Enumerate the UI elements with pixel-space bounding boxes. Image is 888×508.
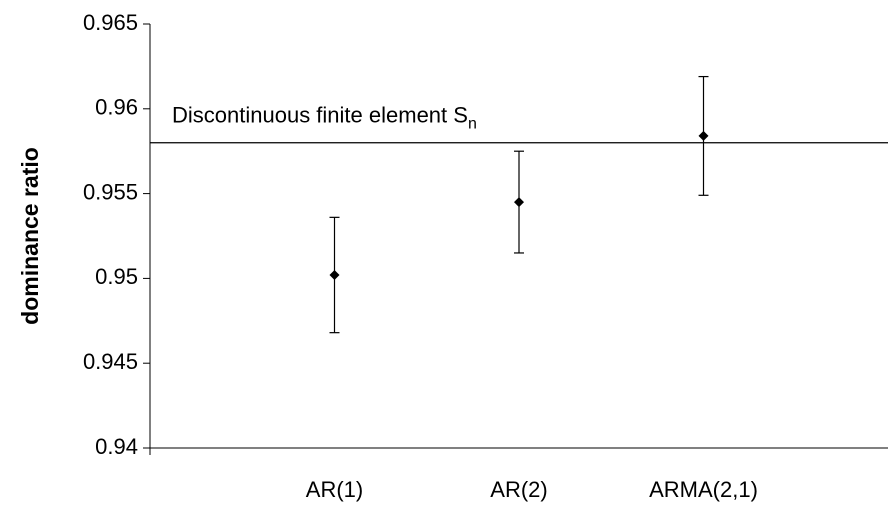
y-tick-label: 0.955 bbox=[83, 179, 138, 204]
reference-label: Discontinuous finite element Sn bbox=[172, 103, 477, 133]
reference-label-subscript: n bbox=[468, 116, 477, 133]
reference-label-text: Discontinuous finite element S bbox=[172, 103, 468, 128]
point bbox=[329, 270, 340, 281]
point bbox=[514, 197, 524, 208]
y-axis-label: dominance ratio bbox=[17, 147, 43, 325]
point bbox=[698, 130, 709, 141]
x-tick-label: ARMA(2,1) bbox=[649, 477, 758, 502]
x-tick-label: AR(2) bbox=[490, 477, 547, 502]
y-tick-label: 0.96 bbox=[95, 95, 138, 120]
x-tick-label: AR(1) bbox=[306, 477, 363, 502]
y-tick-label: 0.94 bbox=[95, 434, 138, 459]
y-tick-label: 0.95 bbox=[95, 264, 138, 289]
y-tick-label: 0.965 bbox=[83, 10, 138, 35]
y-tick-label: 0.945 bbox=[83, 349, 138, 374]
